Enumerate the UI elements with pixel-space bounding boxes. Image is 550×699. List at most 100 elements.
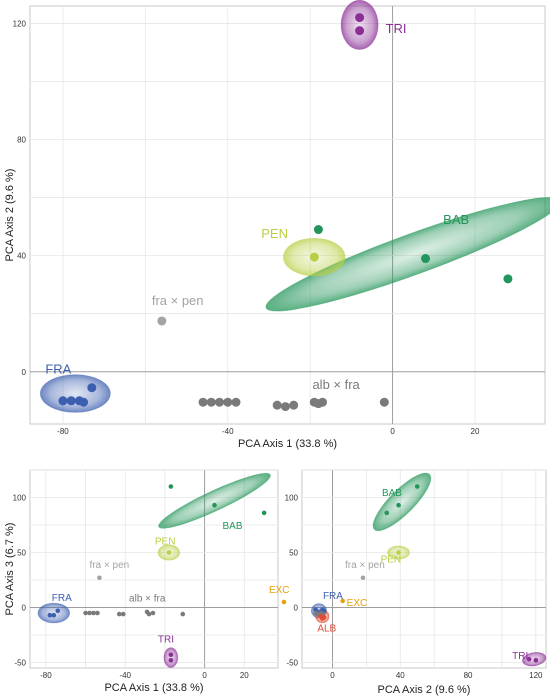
fra-pen-point bbox=[157, 316, 167, 326]
tri-point bbox=[168, 652, 174, 658]
exc-point bbox=[281, 599, 287, 605]
fra-point bbox=[51, 612, 57, 618]
pen-point bbox=[166, 550, 172, 555]
tri-point bbox=[526, 656, 532, 662]
y-tick-label: 50 bbox=[17, 549, 26, 558]
bab-point bbox=[414, 484, 420, 489]
exc-label: EXC bbox=[347, 598, 368, 609]
y-tick-label: 100 bbox=[13, 494, 27, 503]
y-tick-label: 0 bbox=[294, 604, 299, 613]
alb-fra-point bbox=[289, 400, 299, 410]
alb-label: ALB bbox=[317, 623, 336, 634]
exc-label: EXC bbox=[269, 585, 290, 596]
fra-point bbox=[58, 396, 68, 406]
y-tick-label: 50 bbox=[289, 549, 298, 558]
alb-fra-point bbox=[280, 402, 290, 412]
pen-label: PEN bbox=[155, 537, 176, 548]
plot-frame bbox=[29, 5, 546, 425]
bab-point bbox=[384, 510, 390, 516]
y-axis-label: PCA Axis 3 (6.7 %) bbox=[4, 523, 16, 616]
fra-point bbox=[47, 612, 53, 618]
alb-fra-point bbox=[91, 610, 96, 616]
fra-point bbox=[79, 397, 89, 407]
alb-fra-point bbox=[146, 611, 152, 617]
tri-point bbox=[355, 26, 365, 36]
alb-fra-label: alb × fra bbox=[312, 377, 360, 392]
x-tick-label: 0 bbox=[390, 427, 395, 436]
panel-axis2-axis3: 0 40 80 120 -50 0 50 100 PCA Axis 2 (9.6 %) BAB PE… bbox=[285, 469, 547, 696]
bab-ellipse bbox=[158, 472, 271, 529]
fra-pen-label: fra × pen bbox=[345, 560, 385, 571]
alb-fra-point bbox=[231, 397, 241, 407]
fra-label: FRA bbox=[45, 362, 71, 377]
y-tick-label: 80 bbox=[17, 136, 26, 145]
x-axis-label: PCA Axis 1 (33.8 %) bbox=[104, 682, 203, 694]
fra-point bbox=[66, 396, 76, 406]
bab-label: BAB bbox=[382, 488, 402, 499]
alb-fra-point bbox=[120, 611, 126, 617]
x-tick-label: 80 bbox=[464, 671, 473, 680]
plot-frame bbox=[29, 469, 279, 669]
bab-point bbox=[396, 502, 401, 508]
alb-fra-point bbox=[180, 611, 186, 617]
alb-fra-point bbox=[150, 610, 156, 616]
fra-point bbox=[87, 383, 97, 393]
tri-label: TRI bbox=[158, 635, 174, 646]
x-tick-label: 0 bbox=[330, 671, 335, 680]
fra-label: FRA bbox=[52, 593, 72, 604]
alb-fra-label: alb × fra bbox=[129, 593, 166, 604]
tri-point bbox=[533, 658, 539, 663]
fra-ellipse bbox=[39, 374, 111, 413]
x-axis-label: PCA Axis 2 (9.6 %) bbox=[378, 684, 471, 696]
x-tick-label: 40 bbox=[396, 671, 405, 680]
alb-fra-point bbox=[87, 610, 92, 616]
y-tick-label: 40 bbox=[17, 252, 26, 261]
exc-point bbox=[340, 598, 345, 604]
tri-point bbox=[355, 13, 365, 23]
plot-frame bbox=[301, 469, 547, 669]
tri-ellipse bbox=[340, 0, 379, 50]
pen-point bbox=[309, 252, 319, 262]
x-axis-label: PCA Axis 1 (33.8 %) bbox=[238, 438, 337, 450]
fra-point bbox=[55, 608, 61, 614]
alb-fra-point bbox=[379, 397, 389, 407]
alb-fra-point bbox=[83, 610, 88, 616]
pen-label: PEN bbox=[261, 226, 288, 241]
bab-point bbox=[261, 510, 267, 516]
y-tick-label: 0 bbox=[22, 368, 27, 377]
alb-point bbox=[321, 615, 327, 620]
fra-label: FRA bbox=[323, 591, 343, 602]
y-tick-label: 100 bbox=[285, 494, 299, 503]
alb-fra-point bbox=[318, 397, 328, 407]
x-tick-label: -80 bbox=[40, 671, 52, 680]
alb-fra-point bbox=[116, 611, 122, 617]
y-tick-label: 0 bbox=[22, 604, 27, 613]
alb-fra-point bbox=[272, 400, 282, 410]
alb-fra-point bbox=[215, 397, 225, 407]
y-tick-label: -50 bbox=[286, 659, 298, 668]
fra-pen-label: fra × pen bbox=[89, 560, 129, 571]
tri-label: TRI bbox=[512, 651, 528, 662]
bab-point bbox=[421, 254, 431, 264]
fra-pen-point bbox=[97, 575, 102, 581]
bab-point bbox=[168, 484, 174, 489]
bab-label: BAB bbox=[223, 521, 243, 532]
alb-fra-point bbox=[223, 397, 233, 407]
y-axis-label: PCA Axis 2 (9.6 %) bbox=[4, 169, 16, 262]
x-tick-label: 20 bbox=[471, 427, 480, 436]
bab-ellipse bbox=[265, 196, 550, 312]
bab-point bbox=[313, 225, 323, 235]
pen-label: PEN bbox=[381, 555, 402, 566]
x-tick-label: -40 bbox=[222, 427, 234, 436]
x-tick-label: 120 bbox=[529, 671, 543, 680]
tri-ellipse bbox=[163, 647, 179, 668]
x-tick-label: -80 bbox=[57, 427, 69, 436]
fra-pen-label: fra × pen bbox=[152, 293, 204, 308]
tri-point bbox=[168, 658, 174, 663]
fra-pen-point bbox=[360, 575, 366, 581]
x-tick-label: 20 bbox=[240, 671, 249, 680]
y-tick-label: -50 bbox=[14, 659, 26, 668]
bab-point bbox=[212, 502, 217, 508]
fra-point bbox=[313, 607, 318, 612]
